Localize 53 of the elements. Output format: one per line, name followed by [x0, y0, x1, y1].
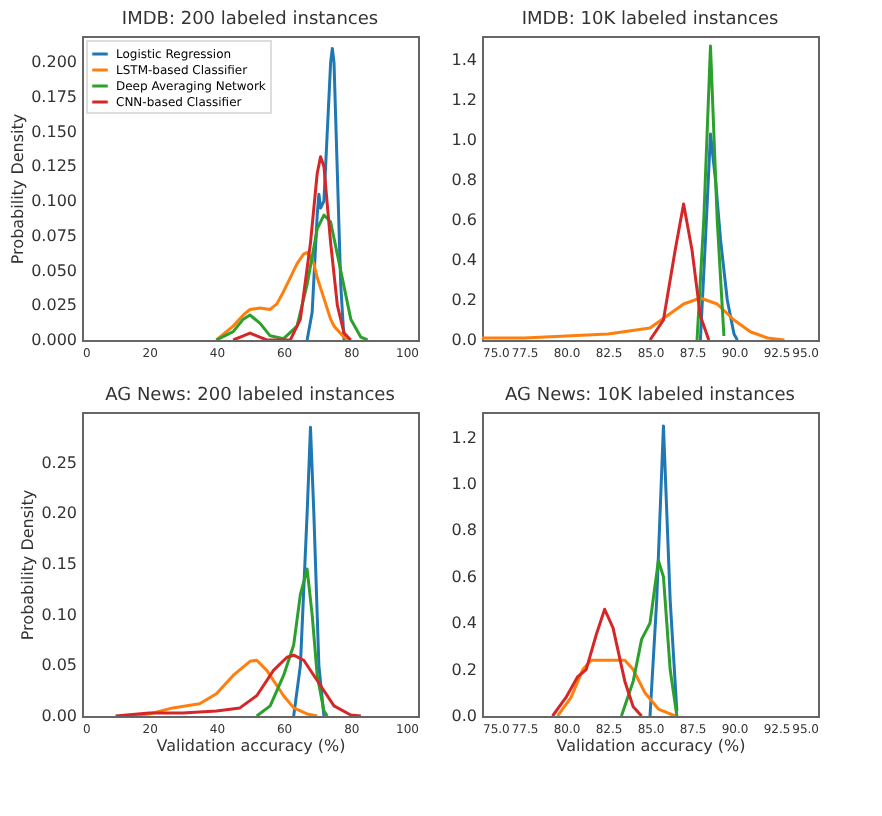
y-tick-label: 0.00	[41, 707, 77, 725]
y-tick-label: 1.0	[451, 474, 477, 493]
y-tick-label: 0.025	[31, 296, 77, 315]
y-tick-label: 0.25	[41, 453, 77, 472]
y-axis-title: Probability Density	[9, 113, 28, 265]
line-series	[114, 653, 363, 716]
y-tick-label: 0.10	[41, 605, 77, 624]
y-tick-label: 1.2	[451, 91, 477, 109]
y-tick-label: 0.075	[31, 226, 77, 245]
chart-title: IMDB: 10K labeled instances	[521, 10, 779, 30]
y-tick-label: 0.6	[451, 211, 477, 229]
chart-title: IMDB: 200 labeled instances	[121, 10, 379, 30]
line-series	[698, 132, 739, 340]
line-series	[648, 202, 711, 340]
y-tick-label: 0.20	[41, 504, 77, 523]
line-series	[619, 559, 679, 716]
y-axis-title: Probability Density	[19, 489, 38, 641]
line-series	[231, 155, 353, 340]
y-tick-label: 1.4	[451, 51, 477, 69]
y-tick-label: 0.8	[451, 521, 477, 540]
chart-title: AG News: 10K labeled instances	[505, 386, 796, 406]
line-series	[214, 213, 370, 340]
y-tick-label: 0.8	[451, 171, 477, 189]
line-series	[551, 607, 644, 716]
line-series	[482, 296, 786, 340]
line-series	[648, 424, 679, 716]
y-tick-label: 0.125	[31, 157, 77, 176]
y-tick-label: 0.200	[31, 53, 77, 72]
line-series	[255, 567, 329, 716]
y-tick-label: 0.05	[41, 656, 77, 675]
chart-title: AG News: 200 labeled instances	[105, 386, 396, 406]
y-tick-label: 0.6	[451, 567, 477, 586]
y-tick-label: 0.4	[451, 251, 477, 269]
y-tick-label: 0.15	[41, 555, 77, 573]
y-tick-label: 0.175	[31, 88, 77, 107]
y-tick-label: 0.000	[31, 331, 77, 349]
line-series	[305, 46, 346, 340]
y-tick-label: 0.050	[31, 261, 77, 280]
y-tick-label: 0.2	[451, 660, 477, 679]
y-tick-label: 0.4	[451, 614, 477, 633]
line-series	[556, 658, 677, 716]
y-tick-label: 0.2	[451, 291, 477, 309]
y-tick-label: 0.150	[31, 122, 77, 141]
y-tick-label: 1.0	[451, 131, 477, 149]
line-series	[214, 251, 353, 340]
y-tick-label: 0.0	[451, 707, 477, 725]
x-axis-title: Validation accuracy (%)	[556, 737, 746, 755]
line-series	[292, 425, 326, 716]
x-axis-title: Validation accuracy (%)	[156, 737, 346, 755]
y-tick-label: 0.0	[451, 331, 477, 349]
y-tick-label: 0.100	[31, 192, 77, 211]
y-tick-label: 1.2	[451, 428, 477, 447]
line-series	[695, 44, 726, 340]
